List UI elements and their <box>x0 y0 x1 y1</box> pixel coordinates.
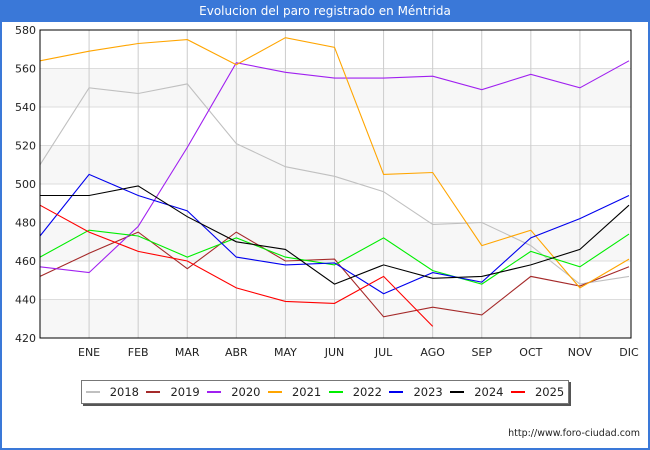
legend-label: 2019 <box>170 385 200 399</box>
legend-item-2018: 2018 <box>85 385 140 399</box>
legend-swatch <box>267 391 282 393</box>
x-tick-label: JUN <box>324 346 345 359</box>
y-tick-label: 480 <box>15 217 36 230</box>
grid-band <box>40 68 631 107</box>
series-line-2023 <box>39 173 630 295</box>
x-tick-label: ENE <box>78 346 100 359</box>
legend-label: 2023 <box>413 385 443 399</box>
y-tick-label: 580 <box>15 24 36 37</box>
legend-swatch <box>146 391 161 393</box>
series-line-2020 <box>39 60 630 274</box>
y-tick-label: 500 <box>15 178 36 191</box>
legend-label: 2020 <box>231 385 261 399</box>
x-tick-label: AGO <box>420 346 445 359</box>
grid-band <box>40 145 631 184</box>
y-tick-label: 440 <box>15 294 36 307</box>
series-line-2019 <box>39 231 630 318</box>
legend-item-2024: 2024 <box>450 385 504 399</box>
y-tick-label: 540 <box>15 101 36 114</box>
legend-label: 2024 <box>474 385 504 399</box>
series-lines <box>39 37 630 327</box>
legend-swatch <box>450 391 465 393</box>
y-axis-ticks: 420 440 460 480 500 520 540 560 580 <box>15 24 36 345</box>
series-line-2025 <box>39 204 434 327</box>
legend-item-2023: 2023 <box>389 385 443 399</box>
legend-label: 2021 <box>291 385 322 399</box>
x-tick-label: NOV <box>568 346 593 359</box>
x-tick-label: SEP <box>471 346 492 359</box>
legend-swatch <box>85 391 100 393</box>
series-line-2021 <box>39 37 630 289</box>
series-line-2024 <box>40 185 630 285</box>
y-tick-label: 420 <box>15 332 36 345</box>
legend-swatch <box>389 391 404 393</box>
plot-border <box>39 29 632 339</box>
legend-swatch <box>207 391 222 393</box>
x-axis-ticks: ENE FEB MAR ABR MAY JUN JUL AGO SEP OCT NOV DIC <box>78 346 639 359</box>
legend: 2018 2019 2020 2021 2022 2023 2024 2025 <box>81 380 569 404</box>
x-tick-label: JUL <box>374 346 393 359</box>
legend-swatch <box>328 391 343 393</box>
series-line-2022 <box>39 229 630 285</box>
legend-swatch <box>510 391 525 393</box>
legend-item-2020: 2020 <box>207 385 261 399</box>
legend-label: 2022 <box>352 385 383 399</box>
y-tick-label: 460 <box>15 255 36 268</box>
grid-bands <box>40 68 631 338</box>
legend-label: 2018 <box>109 385 140 399</box>
x-tick-label: OCT <box>519 346 542 359</box>
x-tick-label: DIC <box>619 346 639 359</box>
grid-band <box>40 299 631 338</box>
legend-item-2019: 2019 <box>146 385 200 399</box>
y-tick-label: 520 <box>15 140 36 153</box>
legend-item-2022: 2022 <box>328 385 383 399</box>
chart-title: Evolucion del paro registrado en Méntrid… <box>199 4 451 18</box>
source-credit: http://www.foro-ciudad.com <box>508 428 640 439</box>
legend-label: 2025 <box>534 385 565 399</box>
x-tick-label: ABR <box>225 346 248 359</box>
x-tick-label: MAY <box>274 346 297 359</box>
legend-item-2021: 2021 <box>267 385 322 399</box>
series-line-2018 <box>39 83 630 285</box>
x-tick-label: FEB <box>128 346 149 359</box>
x-tick-label: MAR <box>175 346 200 359</box>
legend-item-2025: 2025 <box>510 385 565 399</box>
y-tick-label: 560 <box>15 63 36 76</box>
